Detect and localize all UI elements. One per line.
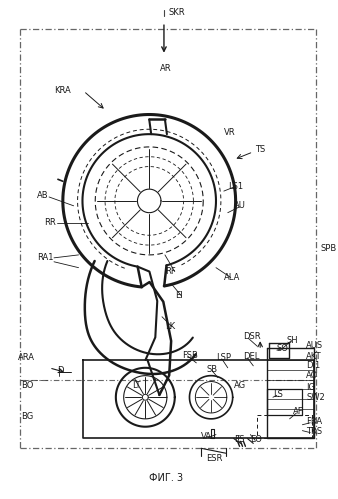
Text: AO: AO: [306, 371, 318, 380]
Text: ФИГ. 3: ФИГ. 3: [149, 473, 183, 483]
Text: DSR: DSR: [243, 332, 261, 341]
Text: AB: AB: [37, 192, 49, 201]
Text: VA: VA: [201, 432, 212, 441]
Text: SKR: SKR: [169, 8, 186, 17]
Text: SH: SH: [287, 336, 298, 345]
Text: BG: BG: [22, 412, 34, 421]
Text: FSB: FSB: [182, 350, 197, 360]
Text: KRA: KRA: [54, 86, 71, 95]
Text: SO: SO: [277, 344, 289, 353]
Text: ESR: ESR: [206, 454, 222, 463]
Text: LK: LK: [165, 322, 175, 331]
Text: EO: EO: [250, 435, 262, 444]
Text: AU: AU: [234, 201, 245, 210]
Text: SB: SB: [206, 365, 217, 374]
Text: LSP: LSP: [216, 353, 231, 362]
Text: RA1: RA1: [37, 253, 54, 262]
Text: AG: AG: [234, 381, 246, 390]
Text: VR: VR: [224, 128, 236, 137]
Text: SW2: SW2: [306, 393, 325, 402]
Text: RR: RR: [44, 218, 56, 227]
Text: FRA: FRA: [306, 417, 322, 426]
Text: AF: AF: [293, 408, 303, 417]
Text: IG: IG: [306, 383, 315, 392]
Text: LS: LS: [273, 390, 283, 399]
Text: AKT: AKT: [306, 351, 322, 360]
Text: BO: BO: [22, 381, 34, 390]
Text: LS1: LS1: [228, 182, 243, 191]
Text: D: D: [57, 366, 64, 375]
Text: DI1: DI1: [306, 361, 320, 370]
Text: SPB: SPB: [320, 244, 336, 252]
Text: RF: RF: [165, 267, 176, 276]
Text: TS: TS: [255, 145, 266, 154]
Text: ARA: ARA: [18, 353, 35, 362]
Text: DEL: DEL: [243, 351, 260, 360]
Text: ALA: ALA: [224, 273, 240, 282]
Text: TRS: TRS: [306, 427, 322, 436]
Text: AUS: AUS: [306, 341, 323, 350]
Text: ES: ES: [234, 435, 244, 444]
Text: EI: EI: [175, 290, 183, 300]
Text: AR: AR: [160, 64, 172, 73]
Text: LT: LT: [132, 381, 141, 390]
